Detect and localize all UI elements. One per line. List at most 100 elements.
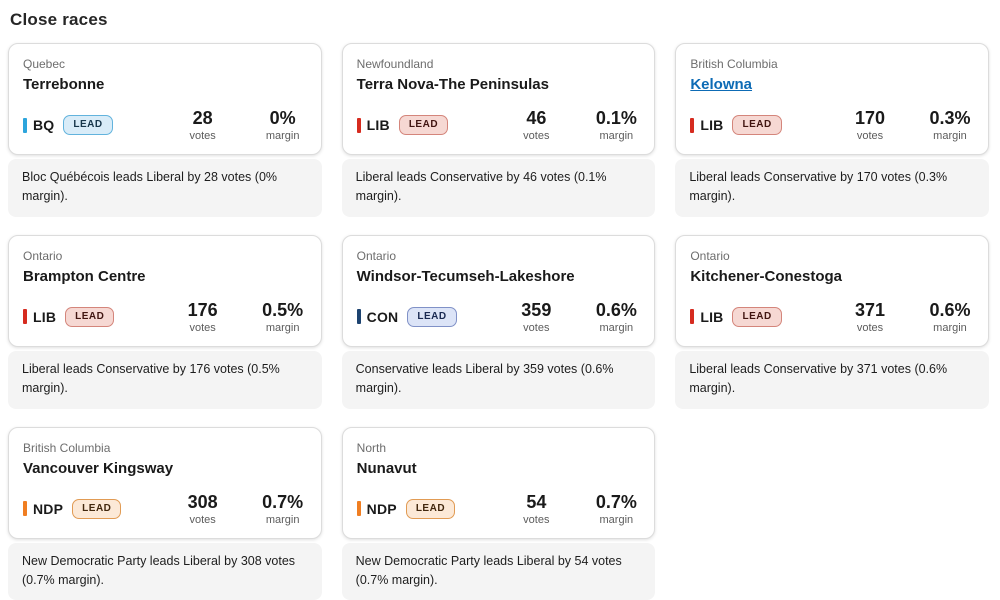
- page-title: Close races: [10, 10, 1000, 30]
- margin-stat: 0.6% margin: [922, 300, 978, 334]
- race-card: British Columbia Kelowna Kelowna LIB LEA…: [675, 43, 989, 217]
- party-row: LIB LEAD 371 votes 0.6% margin: [690, 300, 978, 334]
- margin-value: 0.5%: [255, 300, 311, 320]
- margin-label: margin: [588, 130, 644, 142]
- party-abbreviation: CON: [367, 309, 399, 325]
- party-color-bar: [23, 501, 27, 516]
- lead-badge: LEAD: [732, 307, 781, 327]
- margin-value: 0.1%: [588, 108, 644, 128]
- votes-stat: 170 votes: [842, 108, 898, 142]
- votes-stat: 359 votes: [508, 300, 564, 334]
- margin-label: margin: [255, 322, 311, 334]
- riding-link[interactable]: Kelowna: [690, 75, 752, 95]
- race-card-top: British Columbia Vancouver Kingsway Vanc…: [8, 427, 322, 539]
- margin-value: 0.7%: [588, 492, 644, 512]
- margin-stat: 0% margin: [255, 108, 311, 142]
- party-color-bar: [690, 118, 694, 133]
- race-card: Newfoundland Terra Nova-The Peninsulas T…: [342, 43, 656, 217]
- region-label: Ontario: [357, 249, 645, 263]
- stats: 54 votes 0.7% margin: [508, 492, 644, 526]
- party-row: LIB LEAD 176 votes 0.5% margin: [23, 300, 311, 334]
- party-row: CON LEAD 359 votes 0.6% margin: [357, 300, 645, 334]
- margin-label: margin: [588, 514, 644, 526]
- votes-stat: 46 votes: [508, 108, 564, 142]
- region-label: Quebec: [23, 57, 311, 71]
- party-abbreviation: LIB: [33, 309, 56, 325]
- lead-badge: LEAD: [72, 499, 121, 519]
- lead-badge: LEAD: [732, 115, 781, 135]
- close-races-panel: Close races Quebec Terrebonne Terrebonne…: [0, 10, 1000, 600]
- margin-stat: 0.1% margin: [588, 108, 644, 142]
- lead-badge: LEAD: [65, 307, 114, 327]
- cards-grid: Quebec Terrebonne Terrebonne BQ LEAD 28 …: [0, 43, 1000, 600]
- votes-value: 308: [175, 492, 231, 512]
- votes-label: votes: [842, 130, 898, 142]
- stats: 308 votes 0.7% margin: [175, 492, 311, 526]
- lead-badge: LEAD: [63, 115, 112, 135]
- riding-name: Brampton Centre: [23, 267, 311, 287]
- party-color-bar: [357, 118, 361, 133]
- party-abbreviation: LIB: [700, 117, 723, 133]
- margin-label: margin: [255, 514, 311, 526]
- votes-label: votes: [175, 130, 231, 142]
- race-card: Ontario Windsor-Tecumseh-Lakeshore Winds…: [342, 235, 656, 409]
- party-abbreviation: NDP: [33, 501, 63, 517]
- riding-name: Nunavut: [357, 459, 645, 479]
- stats: 170 votes 0.3% margin: [842, 108, 978, 142]
- race-summary: New Democratic Party leads Liberal by 54…: [342, 543, 656, 600]
- region-label: Ontario: [23, 249, 311, 263]
- votes-label: votes: [175, 514, 231, 526]
- margin-label: margin: [255, 130, 311, 142]
- party-row: NDP LEAD 54 votes 0.7% margin: [357, 492, 645, 526]
- votes-label: votes: [508, 130, 564, 142]
- region-label: Ontario: [690, 249, 978, 263]
- lead-badge: LEAD: [399, 115, 448, 135]
- votes-value: 176: [175, 300, 231, 320]
- votes-value: 359: [508, 300, 564, 320]
- votes-stat: 371 votes: [842, 300, 898, 334]
- party-color-bar: [690, 309, 694, 324]
- riding-name: Vancouver Kingsway: [23, 459, 311, 479]
- riding-name: Terra Nova-The Peninsulas: [357, 75, 645, 95]
- margin-stat: 0.7% margin: [588, 492, 644, 526]
- region-label: North: [357, 441, 645, 455]
- stats: 46 votes 0.1% margin: [508, 108, 644, 142]
- region-label: Newfoundland: [357, 57, 645, 71]
- party-row: LIB LEAD 46 votes 0.1% margin: [357, 108, 645, 142]
- margin-value: 0%: [255, 108, 311, 128]
- votes-stat: 176 votes: [175, 300, 231, 334]
- margin-label: margin: [588, 322, 644, 334]
- party-abbreviation: LIB: [700, 309, 723, 325]
- stats: 371 votes 0.6% margin: [842, 300, 978, 334]
- margin-stat: 0.5% margin: [255, 300, 311, 334]
- riding-name: Kitchener-Conestoga: [690, 267, 978, 287]
- margin-value: 0.6%: [922, 300, 978, 320]
- lead-badge: LEAD: [407, 307, 456, 327]
- race-card-top: Newfoundland Terra Nova-The Peninsulas T…: [342, 43, 656, 155]
- votes-label: votes: [175, 322, 231, 334]
- votes-value: 54: [508, 492, 564, 512]
- votes-label: votes: [508, 322, 564, 334]
- race-summary: Liberal leads Conservative by 170 votes …: [675, 159, 989, 217]
- race-card-top: North Nunavut Nunavut NDP LEAD 54 votes …: [342, 427, 656, 539]
- party-abbreviation: LIB: [367, 117, 390, 133]
- margin-stat: 0.7% margin: [255, 492, 311, 526]
- votes-label: votes: [842, 322, 898, 334]
- votes-stat: 54 votes: [508, 492, 564, 526]
- stats: 176 votes 0.5% margin: [175, 300, 311, 334]
- race-card: Quebec Terrebonne Terrebonne BQ LEAD 28 …: [8, 43, 322, 217]
- race-card: North Nunavut Nunavut NDP LEAD 54 votes …: [342, 427, 656, 600]
- race-summary: Liberal leads Conservative by 46 votes (…: [342, 159, 656, 217]
- race-card: Ontario Brampton Centre Brampton Centre …: [8, 235, 322, 409]
- margin-stat: 0.3% margin: [922, 108, 978, 142]
- margin-value: 0.3%: [922, 108, 978, 128]
- margin-label: margin: [922, 322, 978, 334]
- party-row: NDP LEAD 308 votes 0.7% margin: [23, 492, 311, 526]
- riding-name: Windsor-Tecumseh-Lakeshore: [357, 267, 645, 287]
- margin-label: margin: [922, 130, 978, 142]
- stats: 359 votes 0.6% margin: [508, 300, 644, 334]
- party-color-bar: [357, 501, 361, 516]
- race-card-top: British Columbia Kelowna Kelowna LIB LEA…: [675, 43, 989, 155]
- race-card-top: Quebec Terrebonne Terrebonne BQ LEAD 28 …: [8, 43, 322, 155]
- margin-value: 0.7%: [255, 492, 311, 512]
